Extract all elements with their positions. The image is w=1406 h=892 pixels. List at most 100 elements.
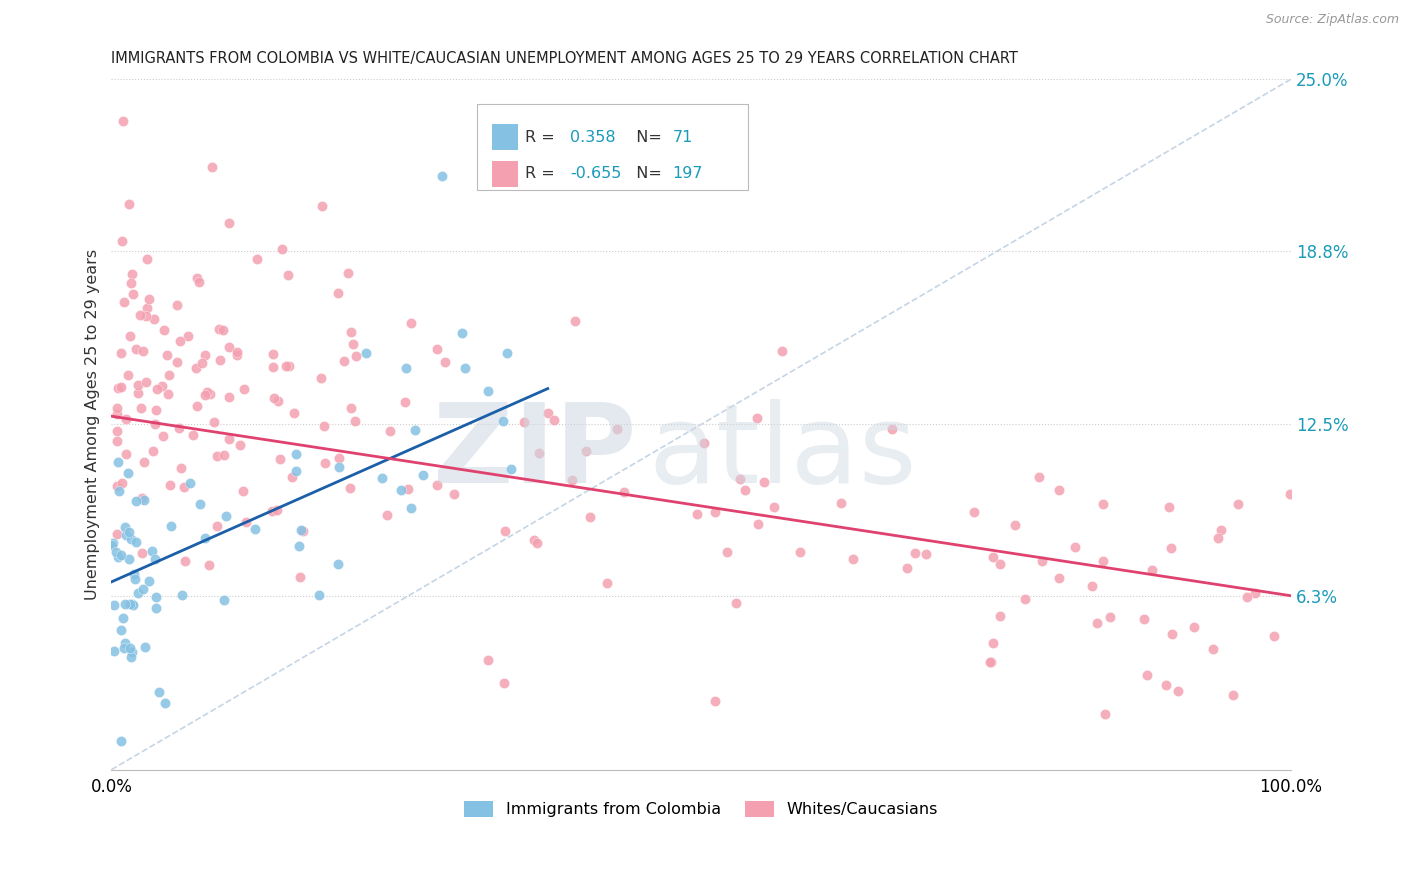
Point — [135, 252, 157, 266]
Text: IMMIGRANTS FROM COLOMBIA VS WHITE/CAUCASIAN UNEMPLOYMENT AMONG AGES 25 TO 29 YEA: IMMIGRANTS FROM COLOMBIA VS WHITE/CAUCAS… — [111, 51, 1018, 66]
Point — [111, 235, 134, 249]
Point — [110, 548, 132, 562]
Point — [728, 472, 751, 486]
Point — [226, 344, 249, 359]
Point — [121, 267, 143, 281]
Point — [110, 346, 132, 360]
FancyBboxPatch shape — [492, 124, 519, 150]
Point — [988, 609, 1011, 624]
Point — [526, 536, 548, 550]
Point — [125, 342, 148, 356]
Point — [451, 326, 474, 340]
Point — [235, 515, 257, 529]
Point — [734, 483, 756, 498]
Point — [1136, 668, 1159, 682]
Point — [575, 444, 598, 458]
Y-axis label: Unemployment Among Ages 25 to 29 years: Unemployment Among Ages 25 to 29 years — [86, 249, 100, 600]
Point — [492, 414, 515, 428]
Point — [266, 503, 288, 517]
Point — [314, 418, 336, 433]
Point — [105, 408, 128, 422]
Point — [115, 412, 138, 426]
Point — [101, 538, 124, 552]
Point — [1222, 688, 1244, 702]
Point — [354, 346, 377, 360]
Point — [1202, 642, 1225, 657]
Point — [121, 597, 143, 611]
Point — [146, 383, 169, 397]
Point — [337, 266, 360, 280]
Point — [107, 381, 129, 395]
Point — [284, 464, 307, 478]
Point — [513, 415, 536, 429]
Point — [880, 422, 903, 436]
Point — [914, 547, 936, 561]
Point — [412, 467, 434, 482]
Point — [132, 492, 155, 507]
FancyBboxPatch shape — [477, 103, 748, 190]
Point — [344, 414, 367, 428]
Text: 0.358: 0.358 — [569, 129, 616, 145]
Point — [111, 610, 134, 624]
Point — [170, 460, 193, 475]
Point — [314, 456, 336, 470]
Point — [120, 532, 142, 546]
Point — [145, 590, 167, 604]
Point — [770, 344, 793, 359]
Point — [430, 169, 453, 183]
Point — [125, 493, 148, 508]
Point — [326, 286, 349, 301]
Point — [328, 557, 350, 571]
Point — [328, 460, 350, 475]
Point — [159, 477, 181, 491]
Point — [477, 384, 499, 399]
Point — [980, 655, 1002, 669]
Point — [716, 545, 738, 559]
Text: N=: N= — [626, 166, 666, 181]
Point — [499, 462, 522, 476]
Text: -0.655: -0.655 — [569, 166, 621, 181]
Point — [311, 371, 333, 385]
Point — [141, 544, 163, 558]
Point — [1047, 483, 1070, 498]
Point — [246, 252, 269, 267]
Point — [114, 520, 136, 534]
Point — [142, 443, 165, 458]
Point — [135, 376, 157, 390]
Point — [148, 685, 170, 699]
Point — [212, 448, 235, 462]
Point — [104, 545, 127, 559]
Text: Source: ZipAtlas.com: Source: ZipAtlas.com — [1265, 13, 1399, 27]
Point — [107, 455, 129, 469]
Point — [1092, 497, 1115, 511]
Point — [1092, 554, 1115, 568]
Point — [127, 386, 149, 401]
FancyBboxPatch shape — [492, 161, 519, 186]
Point — [375, 508, 398, 522]
Point — [378, 424, 401, 438]
Point — [1160, 541, 1182, 556]
Point — [1081, 579, 1104, 593]
Text: N=: N= — [626, 129, 666, 145]
Point — [1004, 517, 1026, 532]
Point — [280, 469, 302, 483]
Point — [121, 644, 143, 658]
Point — [124, 572, 146, 586]
Point — [194, 531, 217, 545]
Point — [152, 323, 174, 337]
Point — [433, 354, 456, 368]
Text: 197: 197 — [672, 166, 703, 181]
Point — [110, 734, 132, 748]
Point — [988, 557, 1011, 571]
Point — [177, 328, 200, 343]
Point — [523, 533, 546, 547]
Point — [198, 558, 221, 573]
Point — [1244, 585, 1267, 599]
Point — [1161, 626, 1184, 640]
Point — [138, 574, 160, 588]
Text: atlas: atlas — [648, 399, 917, 506]
Point — [495, 346, 517, 360]
Point — [896, 561, 918, 575]
Point — [173, 480, 195, 494]
Point — [205, 519, 228, 533]
